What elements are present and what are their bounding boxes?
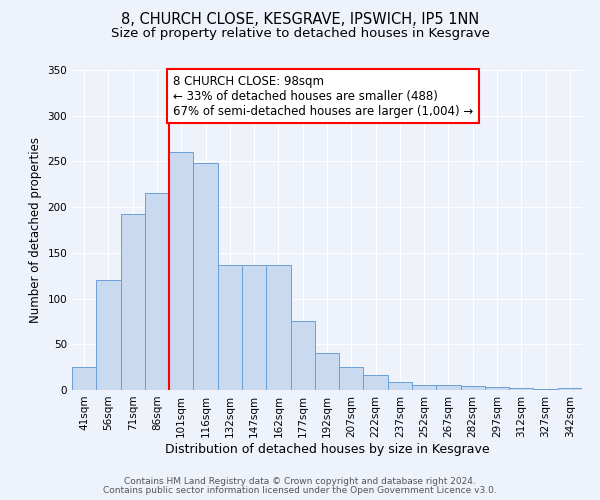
Bar [242, 264, 266, 390]
Y-axis label: Number of detached properties: Number of detached properties [29, 137, 42, 323]
Bar [169, 152, 193, 390]
Text: Contains HM Land Registry data © Crown copyright and database right 2024.: Contains HM Land Registry data © Crown c… [124, 477, 476, 486]
Bar [509, 388, 533, 390]
Bar [388, 382, 412, 390]
Bar [461, 386, 485, 390]
Bar [193, 164, 218, 390]
Bar [72, 367, 96, 390]
Text: Contains public sector information licensed under the Open Government Licence v3: Contains public sector information licen… [103, 486, 497, 495]
Bar [485, 388, 509, 390]
Text: 8, CHURCH CLOSE, KESGRAVE, IPSWICH, IP5 1NN: 8, CHURCH CLOSE, KESGRAVE, IPSWICH, IP5 … [121, 12, 479, 28]
Bar [339, 367, 364, 390]
Bar [533, 389, 558, 390]
Bar [266, 264, 290, 390]
Bar [145, 194, 169, 390]
Text: Size of property relative to detached houses in Kesgrave: Size of property relative to detached ho… [110, 28, 490, 40]
Bar [218, 264, 242, 390]
Bar [290, 322, 315, 390]
Bar [364, 376, 388, 390]
Bar [412, 384, 436, 390]
Bar [96, 280, 121, 390]
Bar [315, 354, 339, 390]
Text: 8 CHURCH CLOSE: 98sqm
← 33% of detached houses are smaller (488)
67% of semi-det: 8 CHURCH CLOSE: 98sqm ← 33% of detached … [173, 74, 473, 118]
Bar [558, 388, 582, 390]
Bar [436, 386, 461, 390]
Bar [121, 214, 145, 390]
X-axis label: Distribution of detached houses by size in Kesgrave: Distribution of detached houses by size … [164, 442, 490, 456]
